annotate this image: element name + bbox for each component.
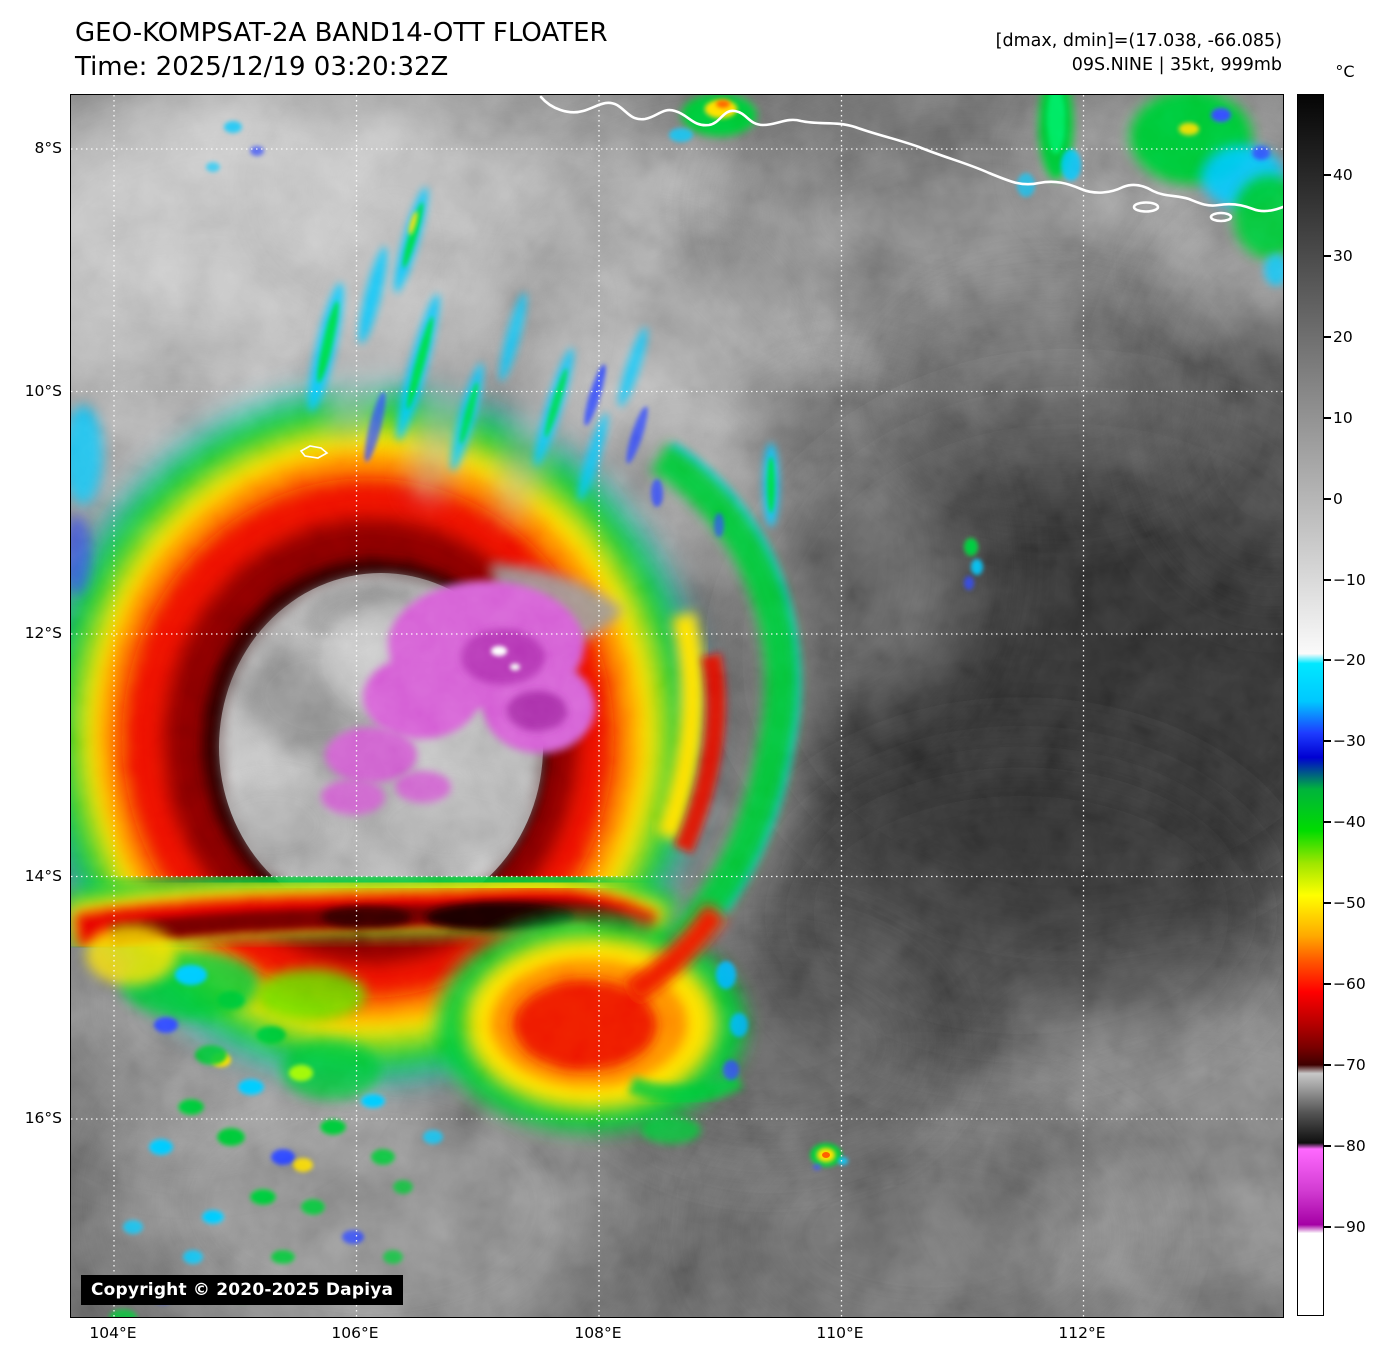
colorbar-tick [1324, 659, 1331, 661]
colorbar-tick [1324, 174, 1331, 176]
christmas-island-outline [299, 445, 329, 459]
satellite-map: Copyright © 2020-2025 Dapiya [70, 94, 1284, 1318]
lat-label: 8°S [34, 139, 62, 157]
lat-label: 10°S [24, 382, 62, 400]
colorbar-tick-label: −80 [1333, 1137, 1366, 1155]
colorbar-tick-label: −40 [1333, 813, 1366, 831]
colorbar-tick-label: −20 [1333, 651, 1366, 669]
colorbar-tick [1324, 579, 1331, 581]
temperature-colorbar [1297, 94, 1324, 1316]
colorbar-tick [1324, 498, 1331, 500]
satellite-imagery [71, 95, 1283, 1317]
colorbar-tick-label: 30 [1333, 247, 1353, 265]
colorbar-tick [1324, 1145, 1331, 1147]
colorbar-tick [1324, 255, 1331, 257]
timestamp: Time: 2025/12/19 03:20:32Z [75, 52, 449, 83]
colorbar-tick-label: −30 [1333, 732, 1366, 750]
colorbar-tick-label: 0 [1333, 490, 1343, 508]
colorbar-tick-label: −50 [1333, 894, 1366, 912]
lat-label: 12°S [24, 624, 62, 642]
colorbar-tick-label: −10 [1333, 571, 1366, 589]
colorbar-tick [1324, 417, 1331, 419]
colorbar-tick-label: −60 [1333, 975, 1366, 993]
lon-label: 106°E [331, 1324, 379, 1342]
graticule [71, 95, 1283, 1317]
lon-label: 112°E [1058, 1324, 1106, 1342]
colorbar-tick-label: 20 [1333, 328, 1353, 346]
colorbar-tick-label: −90 [1333, 1218, 1366, 1236]
colorbar-tick-label: −70 [1333, 1056, 1366, 1074]
lat-label: 14°S [24, 867, 62, 885]
colorbar-tick-label: 40 [1333, 166, 1353, 184]
coastline [539, 95, 1283, 223]
header-left: GEO-KOMPSAT-2A BAND14-OTT FLOATER Time: … [75, 16, 608, 85]
lon-label: 110°E [816, 1324, 864, 1342]
colorbar-tick [1324, 1226, 1331, 1228]
colorbar-tick [1324, 983, 1331, 985]
dmax-dmin-readout: [dmax, dmin]=(17.038, -66.085) [995, 31, 1282, 51]
storm-info-badge: 09S.NINE | 35kt, 999mb [1071, 54, 1282, 75]
lat-label: 16°S [24, 1109, 62, 1127]
page-title: GEO-KOMPSAT-2A BAND14-OTT FLOATER [75, 18, 608, 48]
colorbar-tick-label: 10 [1333, 409, 1353, 427]
header-right: [dmax, dmin]=(17.038, -66.085) 09S.NINE … [996, 30, 1282, 77]
colorbar-tick [1324, 821, 1331, 823]
colorbar-unit: °C [1335, 62, 1355, 81]
colorbar-tick [1324, 1064, 1331, 1066]
colorbar-tick [1324, 336, 1331, 338]
colorbar-tick [1324, 902, 1331, 904]
copyright-badge: Copyright © 2020-2025 Dapiya [81, 1275, 404, 1305]
lon-label: 108°E [574, 1324, 622, 1342]
lon-label: 104°E [89, 1324, 137, 1342]
colorbar-tick [1324, 740, 1331, 742]
